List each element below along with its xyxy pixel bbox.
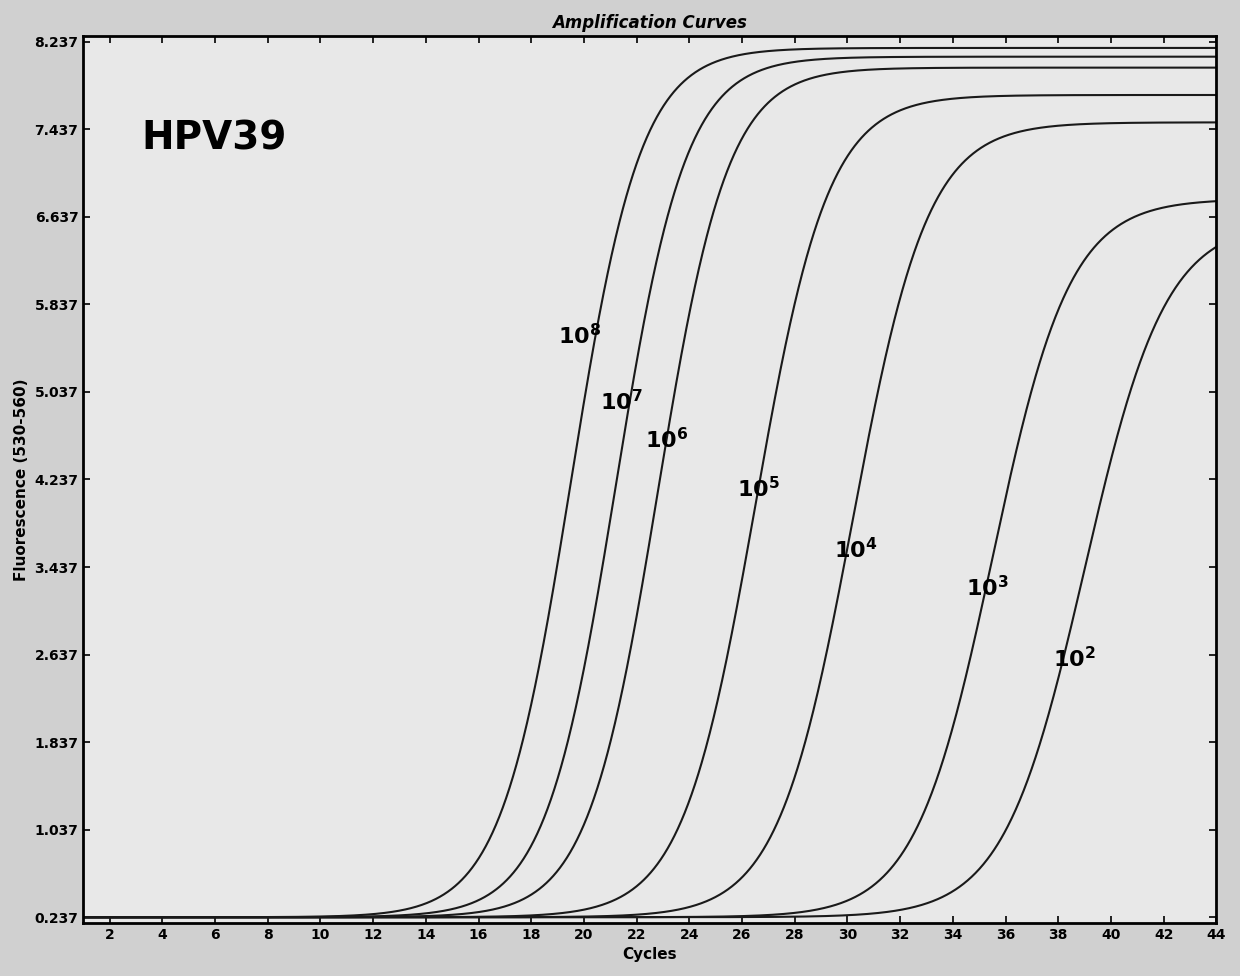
- Text: $\mathbf{10}^{\mathbf{7}}$: $\mathbf{10}^{\mathbf{7}}$: [600, 388, 642, 414]
- Y-axis label: Fluorescence (530-560): Fluorescence (530-560): [14, 379, 29, 581]
- Text: $\mathbf{10}^{\mathbf{6}}$: $\mathbf{10}^{\mathbf{6}}$: [645, 427, 688, 452]
- Title: Amplification Curves: Amplification Curves: [552, 14, 748, 32]
- Text: $\mathbf{10}^{\mathbf{5}}$: $\mathbf{10}^{\mathbf{5}}$: [737, 476, 780, 502]
- X-axis label: Cycles: Cycles: [622, 947, 677, 962]
- Text: $\mathbf{10}^{\mathbf{2}}$: $\mathbf{10}^{\mathbf{2}}$: [1053, 646, 1096, 671]
- Text: HPV39: HPV39: [141, 120, 286, 158]
- Text: $\mathbf{10}^{\mathbf{4}}$: $\mathbf{10}^{\mathbf{4}}$: [835, 537, 878, 562]
- Text: $\mathbf{10}^{\mathbf{3}}$: $\mathbf{10}^{\mathbf{3}}$: [966, 575, 1008, 600]
- Text: $\mathbf{10}^{\mathbf{8}}$: $\mathbf{10}^{\mathbf{8}}$: [558, 323, 600, 348]
